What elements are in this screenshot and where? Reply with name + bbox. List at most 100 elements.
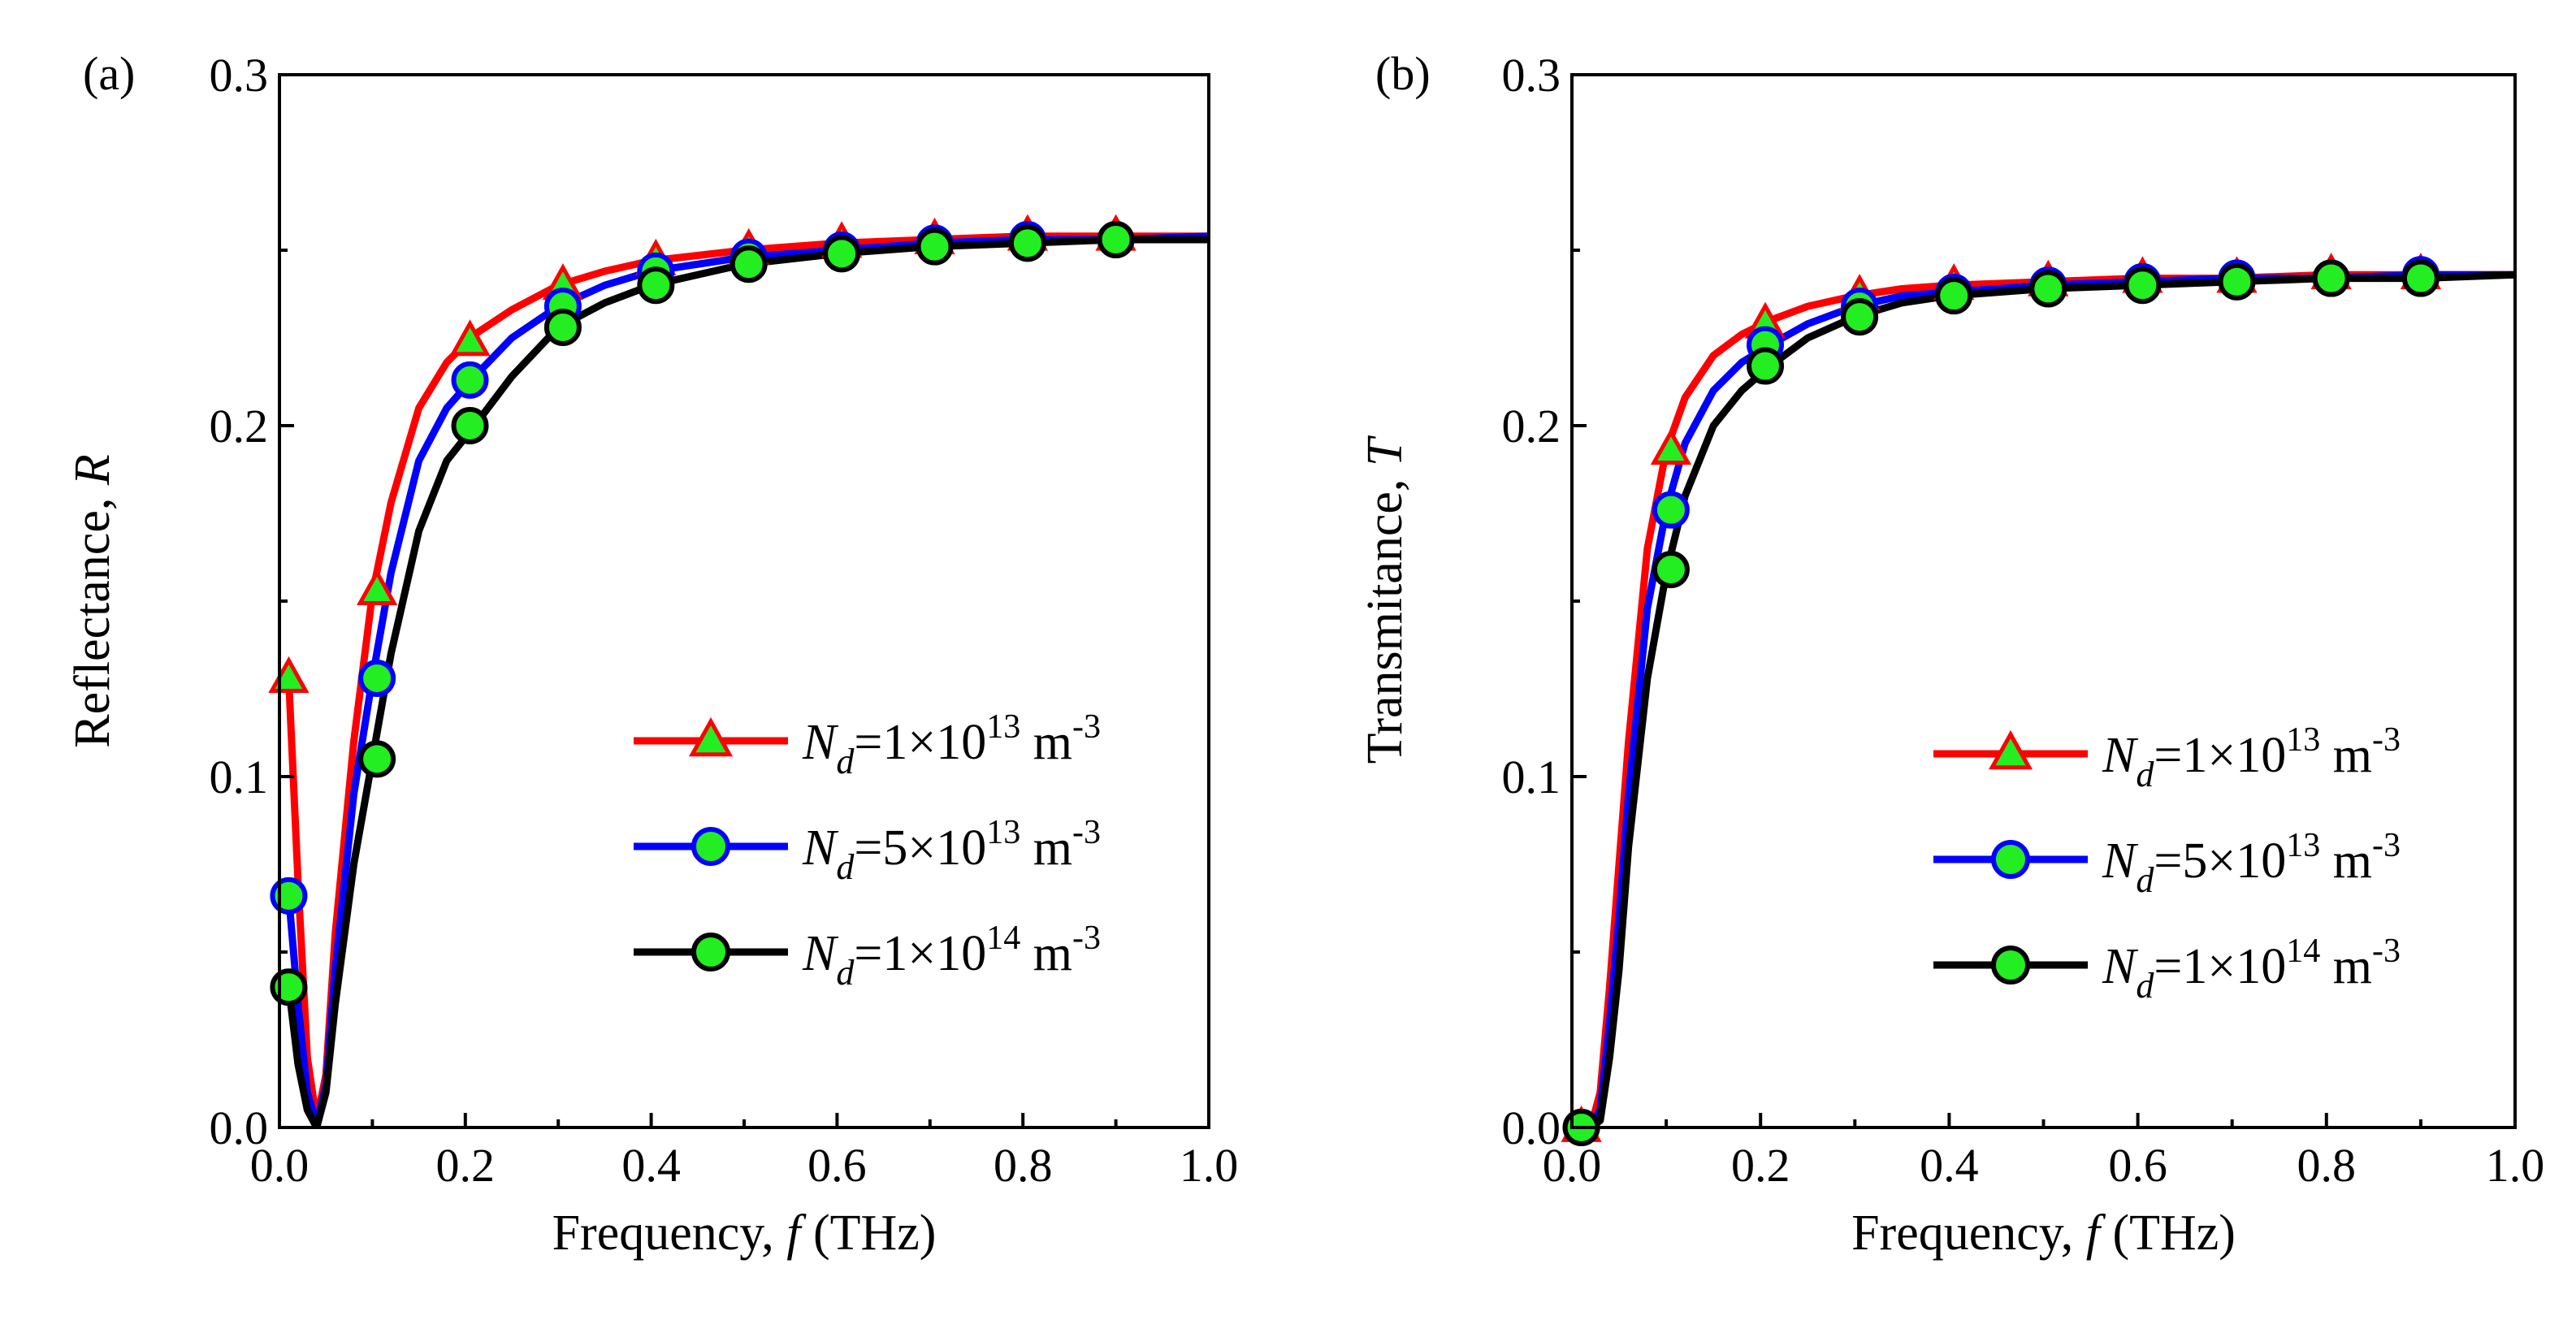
legend-sub: d <box>836 742 855 781</box>
y-axis-title-var: R <box>65 454 120 486</box>
series-line-1 <box>284 232 1209 1124</box>
legend-entry-3: Nd=1×1014 m-3 <box>634 920 1101 993</box>
legend-marker <box>688 716 734 757</box>
legend-marker <box>1991 946 2030 985</box>
y-axis-title-prefix: Reflectance, <box>65 485 120 748</box>
legend-entry-2: Nd=5×1013 m-3 <box>1933 827 2401 900</box>
legend-marker <box>1988 729 2033 770</box>
series-line-3 <box>284 236 1209 1127</box>
legend-unit-exp: -3 <box>1072 920 1101 957</box>
x-axis-title-prefix: Frequency, <box>552 1205 787 1261</box>
legend-exp: 13 <box>986 814 1020 851</box>
legend-unit: m <box>2320 939 2372 994</box>
data-point <box>268 656 310 693</box>
legend-var: N <box>802 715 839 770</box>
legend-sub: d <box>2136 860 2154 900</box>
data-point <box>451 407 489 444</box>
y-tick-label: 0.2 <box>210 400 269 452</box>
data-point <box>358 660 396 698</box>
y-axis-title: Reflectance, R <box>65 454 120 747</box>
legend-unit-exp: -3 <box>1072 814 1101 851</box>
x-tick-label: 1.0 <box>2486 1139 2545 1192</box>
x-axis-title-prefix: Frequency, <box>1851 1205 2086 1261</box>
legend-unit: m <box>2320 728 2372 783</box>
series-line-1 <box>1578 270 2515 1127</box>
legend-coef: =1×10 <box>854 715 986 770</box>
legend-unit: m <box>1020 715 1072 770</box>
x-tick-label: 0.2 <box>1731 1139 1790 1192</box>
legend-entry-3: Nd=1×1014 m-3 <box>1933 933 2401 1006</box>
x-tick-label: 0.0 <box>1543 1139 1602 1192</box>
x-tick-label: 0.4 <box>621 1139 681 1192</box>
data-point <box>730 245 768 283</box>
data-point <box>1097 221 1135 259</box>
legend-marker <box>1991 840 2030 879</box>
x-tick-label: 0.4 <box>1920 1139 1979 1192</box>
legend-var: N <box>802 926 839 981</box>
data-point <box>637 266 675 305</box>
data-point <box>270 876 308 915</box>
y-axis-title-var: T <box>1357 435 1413 466</box>
x-tick-label: 0.0 <box>250 1139 310 1192</box>
legend-exp: 14 <box>986 920 1020 957</box>
y-tick-label: 0.0 <box>1502 1101 1561 1154</box>
data-point <box>451 361 489 399</box>
legend-unit-exp: -3 <box>2372 721 2401 759</box>
x-tick-label: 0.2 <box>436 1139 496 1192</box>
legend-coef: =5×10 <box>854 820 986 876</box>
data-point <box>449 319 491 357</box>
data-point <box>1652 491 1690 529</box>
x-tick-label: 0.6 <box>807 1139 867 1192</box>
legend-exp: 13 <box>986 708 1020 746</box>
legend-sub: d <box>2136 966 2154 1006</box>
x-tick-label: 0.8 <box>2297 1139 2357 1192</box>
legend-var: N <box>2102 939 2139 994</box>
x-tick-label: 1.0 <box>1180 1139 1239 1192</box>
chart-panel-a: 0.0 0.2 0.4 0.6 0.8 1.0 0.0 0.1 0.2 0.3 (a) Frequen… <box>65 47 1238 1261</box>
legend-var: N <box>802 820 839 876</box>
data-point <box>2312 259 2350 297</box>
series-line-3 <box>1578 270 2515 1127</box>
legend-label: Nd=1×1014 m-3 <box>2102 933 2401 1006</box>
y-axis-title-prefix: Transmitance, <box>1357 466 1413 764</box>
data-point <box>916 227 954 266</box>
data-point <box>1841 298 1879 336</box>
legend-entry-2: Nd=5×1013 m-3 <box>634 814 1101 887</box>
x-axis-title-unit: (THz) <box>2100 1205 2236 1261</box>
legend-exp: 13 <box>2286 827 2320 864</box>
legend-entry-1: Nd=1×1013 m-3 <box>1933 721 2401 794</box>
data-point <box>543 309 582 347</box>
legend-unit: m <box>1020 820 1072 876</box>
data-point <box>823 235 861 273</box>
legend-marker <box>691 827 730 866</box>
legend-unit: m <box>2320 833 2372 889</box>
legend-label: Nd=5×1013 m-3 <box>2102 827 2401 900</box>
y-tick-label: 0.3 <box>210 49 269 102</box>
legend-label: Nd=1×1014 m-3 <box>802 920 1101 993</box>
y-tick-label: 0.1 <box>1502 751 1561 803</box>
legend-sub: d <box>2136 755 2154 794</box>
legend-coef: =1×10 <box>2154 939 2286 994</box>
series-line-2 <box>1578 270 2515 1127</box>
panel-label: (a) <box>83 47 135 100</box>
panel-label: (b) <box>1375 47 1431 100</box>
legend-var: N <box>2102 833 2139 889</box>
legend-unit-exp: -3 <box>2372 933 2401 970</box>
legend-sub: d <box>836 953 855 993</box>
data-point <box>2029 270 2067 308</box>
legend-exp: 13 <box>2286 721 2320 759</box>
chart-panel-b: 0.0 0.2 0.4 0.6 0.8 1.0 0.0 0.1 0.2 0.3 (b) Frequen… <box>1357 47 2544 1261</box>
legend-sub: d <box>836 847 855 887</box>
x-axis-title: Frequency, f (THz) <box>1851 1205 2236 1261</box>
y-axis-title: Transmitance, T <box>1357 435 1413 764</box>
data-point <box>356 568 398 605</box>
x-axis-title: Frequency, f (THz) <box>552 1205 937 1261</box>
legend-unit-exp: -3 <box>1072 708 1101 746</box>
data-point <box>358 740 396 778</box>
x-axis-title-unit: (THz) <box>800 1205 936 1261</box>
legend-unit: m <box>1020 926 1072 981</box>
data-point <box>270 968 308 1006</box>
data-point <box>2124 266 2162 305</box>
y-tick-label: 0.3 <box>1502 49 1561 102</box>
